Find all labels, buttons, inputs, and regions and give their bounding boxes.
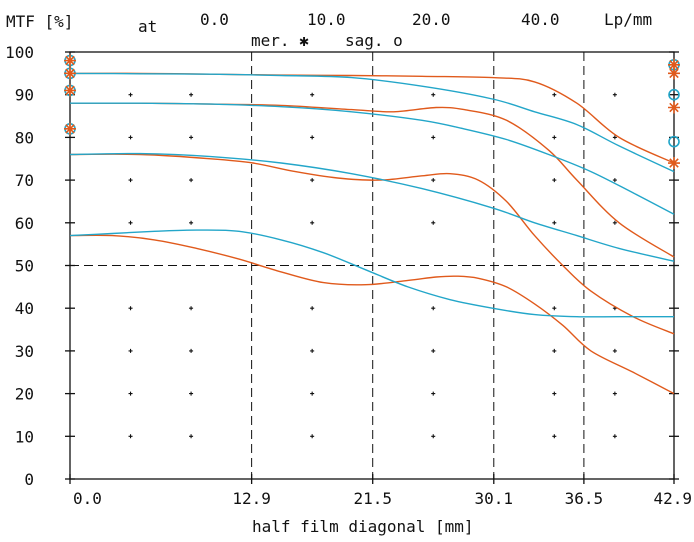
grid-dot	[552, 391, 557, 396]
grid-dot	[310, 306, 315, 311]
grid-dot	[310, 348, 315, 353]
grid-dot	[189, 348, 194, 353]
at-label: at	[138, 17, 157, 36]
y-tick-label: 100	[5, 43, 34, 62]
grid-dot	[189, 220, 194, 225]
mer-legend: mer. ✱	[251, 31, 309, 50]
mer-marker-right	[668, 67, 680, 80]
mer-marker-right	[668, 58, 680, 71]
grid-dot	[431, 306, 436, 311]
grid-dot	[612, 135, 617, 140]
grid-dot	[612, 391, 617, 396]
grid-dot	[612, 434, 617, 439]
y-tick-label: 80	[15, 128, 34, 147]
mer-marker-left	[64, 54, 76, 67]
grid-dot	[128, 92, 133, 97]
grid-dot	[310, 92, 315, 97]
marker-layer	[64, 54, 680, 170]
mer-marker-left	[64, 67, 76, 80]
grid-dot	[128, 306, 133, 311]
grid-dot	[552, 306, 557, 311]
label-layer: MTF [%] at 0.0 10.0 20.0 40.0 Lp/mm mer.…	[5, 10, 692, 536]
unit-label: Lp/mm	[604, 10, 652, 29]
grid-dot	[189, 92, 194, 97]
x-tick-label: 12.9	[232, 489, 271, 508]
grid-dot	[310, 135, 315, 140]
sag-series-line-3	[69, 102, 675, 215]
grid-dot	[189, 135, 194, 140]
freq-label-1: 10.0	[307, 10, 346, 29]
sag-marker-right	[668, 135, 680, 148]
sag-series-line-1	[69, 72, 675, 173]
mer-marker-left	[64, 122, 76, 135]
y-tick-label: 10	[15, 427, 34, 446]
grid-dot	[552, 135, 557, 140]
grid-dot	[431, 220, 436, 225]
y-tick-label: 20	[15, 385, 34, 404]
y-tick-label: 30	[15, 342, 34, 361]
grid-dot	[189, 391, 194, 396]
series-layer	[69, 72, 675, 395]
sag-legend: sag. o	[345, 31, 403, 50]
y-tick-label: 70	[15, 171, 34, 190]
freq-label-0: 0.0	[200, 10, 229, 29]
grid-dot	[552, 220, 557, 225]
grid-dot	[612, 178, 617, 183]
grid-dot	[552, 348, 557, 353]
grid-dot	[128, 135, 133, 140]
mer-series-line-4	[69, 153, 675, 335]
sag-series-line-5	[69, 152, 675, 262]
mer-marker-left	[64, 84, 76, 97]
grid-dot	[431, 391, 436, 396]
x-tick-label: 30.1	[475, 489, 514, 508]
x-tick-label: 21.5	[353, 489, 392, 508]
y-tick-label: 90	[15, 86, 34, 105]
mtf-axis-title: MTF [%]	[6, 12, 73, 31]
x-tick-label: 36.5	[565, 489, 604, 508]
y-tick-label: 60	[15, 214, 34, 233]
axis-layer	[65, 51, 679, 484]
grid-dot	[431, 434, 436, 439]
x-axis-title: half film diagonal [mm]	[252, 517, 474, 536]
grid-dot	[552, 434, 557, 439]
grid-dot	[128, 178, 133, 183]
x-tick-label: 0.0	[73, 489, 102, 508]
grid-dot	[431, 348, 436, 353]
grid-dot	[189, 306, 194, 311]
grid-dot	[310, 178, 315, 183]
grid-dot	[128, 220, 133, 225]
grid-dot	[612, 348, 617, 353]
y-tick-label: 0	[24, 470, 34, 489]
freq-label-2: 20.0	[412, 10, 451, 29]
grid-dot	[612, 220, 617, 225]
grid-dot	[310, 434, 315, 439]
grid-dot	[189, 178, 194, 183]
grid-dot	[128, 348, 133, 353]
y-tick-label: 40	[15, 299, 34, 318]
mer-series-line-6	[69, 234, 675, 395]
grid-dot	[612, 92, 617, 97]
grid-dot	[431, 135, 436, 140]
x-tick-label: 42.9	[653, 489, 692, 508]
grid-layer	[70, 52, 674, 479]
sag-series-line-7	[69, 229, 674, 318]
grid-dot	[128, 434, 133, 439]
grid-dot	[552, 92, 557, 97]
y-tick-label: 50	[15, 257, 34, 276]
freq-label-3: 40.0	[521, 10, 560, 29]
mer-marker-right	[668, 157, 680, 170]
sag-marker-right	[668, 88, 680, 101]
grid-dot	[128, 391, 133, 396]
grid-dot	[310, 220, 315, 225]
grid-dot	[552, 178, 557, 183]
grid-dot	[189, 434, 194, 439]
grid-dot	[431, 178, 436, 183]
mer-marker-right	[668, 101, 680, 114]
grid-dot	[310, 391, 315, 396]
grid-dot	[431, 92, 436, 97]
